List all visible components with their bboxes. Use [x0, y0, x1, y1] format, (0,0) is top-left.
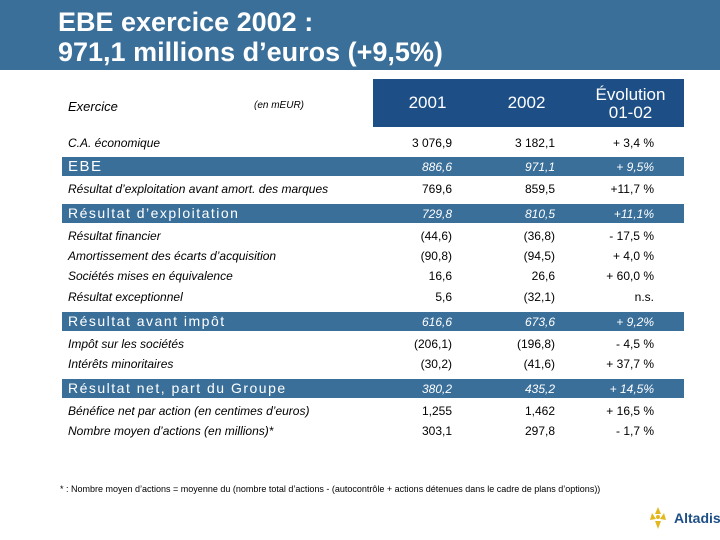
row-label-minoritaires: Intérêts minoritaires: [68, 357, 174, 371]
value-ebe-2002: 971,1: [524, 160, 555, 174]
band-label-resultat-net: Résultat net, part du Groupe: [68, 380, 287, 396]
value-resultat-fin-2002: (36,8): [523, 229, 555, 243]
value-bpa-2001: 1,255: [421, 404, 452, 418]
value-resultat-fin-evolution: - 17,5 %: [609, 229, 654, 243]
row-label-ca: C.A. économique: [68, 136, 161, 150]
value-resultat-avant-impot-2002: 673,6: [524, 315, 555, 329]
value-resultat-expl-avant-2001: 769,6: [421, 182, 452, 196]
value-resultat-fin-2001: (44,6): [420, 229, 452, 243]
band-resultat-expl: [62, 204, 684, 223]
exercise-label: Exercice: [68, 99, 118, 114]
row-label-resultat-except: Résultat exceptionnel: [68, 290, 183, 304]
page-title-line2: 971,1 millions d’euros (+9,5%): [58, 37, 443, 67]
value-impot-evolution: - 4,5 %: [615, 337, 654, 351]
column-header-2002: 2002: [507, 93, 546, 112]
band-label-resultat-avant-impot: Résultat avant impôt: [68, 313, 226, 329]
value-amortissement-2002: (94,5): [523, 249, 555, 263]
value-resultat-net-2001: 380,2: [421, 382, 452, 396]
row-label-bpa: Bénéfice net par action (en centimes d’e…: [68, 404, 310, 418]
value-ebe-2001: 886,6: [421, 160, 452, 174]
altadis-logo-text: Altadis: [674, 510, 720, 526]
band-label-resultat-expl: Résultat d’exploitation: [68, 205, 240, 221]
value-resultat-net-evolution: + 14,5%: [609, 382, 654, 396]
column-header-bar: [373, 79, 684, 127]
row-label-resultat-fin: Résultat financier: [68, 229, 161, 243]
value-resultat-expl-evolution: +11,1%: [613, 207, 654, 221]
value-bpa-evolution: + 16,5 %: [606, 404, 654, 418]
evolution-header-line2: 01-02: [608, 103, 653, 122]
value-amortissement-2001: (90,8): [420, 249, 452, 263]
row-label-resultat-expl-avant: Résultat d’exploitation avant amort. des…: [68, 182, 329, 196]
value-minoritaires-2001: (30,2): [420, 357, 452, 371]
value-resultat-except-evolution: n.s.: [634, 290, 654, 304]
band-resultat-net: [62, 379, 684, 398]
value-nb-actions-2002: 297,8: [524, 424, 555, 438]
column-header-2001: 2001: [408, 93, 447, 112]
band-label-ebe: EBE: [68, 158, 103, 175]
value-societes-mee-evolution: + 60,0 %: [606, 269, 654, 283]
value-resultat-expl-avant-2002: 859,5: [524, 182, 555, 196]
value-ca-2002: 3 182,1: [514, 136, 555, 150]
value-ebe-evolution: + 9,5%: [616, 160, 654, 174]
value-bpa-2002: 1,462: [524, 404, 555, 418]
value-impot-2002: (196,8): [516, 337, 555, 351]
value-minoritaires-2002: (41,6): [523, 357, 555, 371]
band-ebe: [62, 157, 684, 176]
page-title-line1: EBE exercice 2002 :: [58, 7, 314, 37]
value-resultat-net-2002: 435,2: [524, 382, 555, 396]
value-resultat-except-2002: (32,1): [523, 290, 555, 304]
value-resultat-avant-impot-2001: 616,6: [421, 315, 452, 329]
value-ca-evolution: + 3,4 %: [612, 136, 654, 150]
value-nb-actions-2001: 303,1: [421, 424, 452, 438]
row-label-impot: Impôt sur les sociétés: [68, 337, 185, 351]
value-impot-2001: (206,1): [413, 337, 452, 351]
value-resultat-avant-impot-evolution: + 9,2%: [616, 315, 654, 329]
title-banner: EBE exercice 2002 : 971,1 millions d’eur…: [0, 0, 720, 70]
value-ca-2001: 3 076,9: [411, 136, 452, 150]
value-minoritaires-evolution: + 37,7 %: [606, 357, 654, 371]
evolution-header-line1: Évolution: [595, 85, 666, 104]
value-societes-mee-2002: 26,6: [531, 269, 555, 283]
column-header-evolution: Évolution 01-02: [588, 86, 673, 122]
footnote: * : Nombre moyen d’actions = moyenne du …: [60, 484, 601, 494]
row-label-nb-actions: Nombre moyen d’actions (en millions)*: [68, 424, 274, 438]
value-resultat-expl-2002: 810,5: [524, 207, 555, 221]
altadis-logo-icon: [650, 507, 666, 529]
value-resultat-except-2001: 5,6: [435, 290, 452, 304]
row-label-amortissement: Amortissement des écarts d’acquisition: [68, 249, 277, 263]
value-nb-actions-evolution: - 1,7 %: [615, 424, 654, 438]
unit-label: (en mEUR): [254, 100, 305, 111]
value-societes-mee-2001: 16,6: [428, 269, 452, 283]
band-resultat-avant-impot: [62, 312, 684, 331]
value-resultat-expl-avant-evolution: +11,7 %: [610, 182, 654, 196]
row-label-societes-mee: Sociétés mises en équivalence: [68, 269, 233, 283]
value-amortissement-evolution: + 4,0 %: [612, 249, 654, 263]
value-resultat-expl-2001: 729,8: [421, 207, 452, 221]
